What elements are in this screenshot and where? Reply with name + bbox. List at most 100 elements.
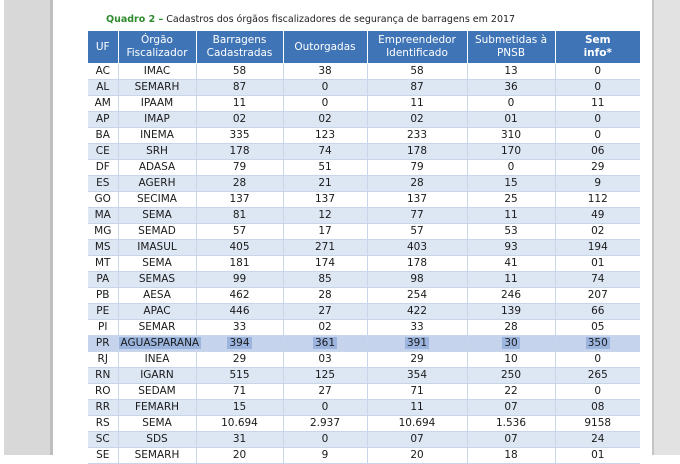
cell-uf: PE [88,303,119,320]
cell-sem-info: 29 [555,159,640,176]
cell-outorgadas: 02 [283,319,368,336]
cell-cadastradas: 87 [196,79,284,96]
cell-uf: AL [88,79,119,96]
header-uf: UF [88,31,119,64]
cell-cadastradas: 462 [196,287,284,304]
cell-orgao: SEMAR [118,319,197,336]
table-row: RN IGARN 515 125 354 250 265 [88,367,640,384]
table-row: MG SEMAD 57 17 57 53 02 [88,223,640,240]
cell-uf: PR [88,335,119,352]
cell-sem-info: 0 [555,127,640,144]
cell-outorgadas: 123 [283,127,368,144]
cell-outorgadas: 0 [283,399,368,416]
cell-orgao: SEMA [118,415,197,432]
cell-outorgadas: 0 [283,79,368,96]
cell-empreendedor: 07 [367,431,468,448]
cell-pnsb: 10 [467,351,556,368]
cell-sem-info: 05 [555,319,640,336]
cell-uf: RN [88,367,119,384]
cell-uf: PB [88,287,119,304]
table-row: AL SEMARH 87 0 87 36 0 [88,79,640,96]
cell-pnsb: 18 [467,447,556,464]
table-header-row: UF Órgão Fiscalizador Barragens Cadastradas O… [88,31,640,64]
cell-orgao: SEMA [118,255,197,272]
cell-sem-info: 350 [555,335,640,352]
cell-sem-info: 0 [555,63,640,80]
table-row: AM IPAAM 11 0 11 0 11 [88,95,640,112]
cell-cadastradas: 29 [196,351,284,368]
cell-uf: SC [88,431,119,448]
table-body: AC IMAC 58 38 58 13 0 AL SEMARH 87 0 87 36 0 AM IPAAM 11… [88,63,640,464]
cell-sem-info: 08 [555,399,640,416]
cell-sem-info: 01 [555,447,640,464]
cell-sem-info: 0 [555,79,640,96]
cell-uf: CE [88,143,119,160]
cell-empreendedor: 57 [367,223,468,240]
cell-orgao: SEMAD [118,223,197,240]
cell-pnsb: 36 [467,79,556,96]
cell-outorgadas: 21 [283,175,368,192]
header-sem-info: Sem info* [555,31,640,64]
cell-uf: ES [88,175,119,192]
cell-sem-info: 0 [555,351,640,368]
table-row: PI SEMAR 33 02 33 28 05 [88,319,640,336]
cell-empreendedor: 403 [367,239,468,256]
caption-label: Quadro 2 – [106,14,164,25]
cell-uf: AP [88,111,119,128]
cell-orgao: SRH [118,143,197,160]
cell-outorgadas: 361 [283,335,368,352]
cell-cadastradas: 79 [196,159,284,176]
cell-outorgadas: 9 [283,447,368,464]
table-row: SC SDS 31 0 07 07 24 [88,431,640,448]
cell-pnsb: 250 [467,367,556,384]
cell-orgao: IMAC [118,63,197,80]
cell-cadastradas: 31 [196,431,284,448]
cell-empreendedor: 233 [367,127,468,144]
cell-pnsb: 0 [467,159,556,176]
cell-uf: DF [88,159,119,176]
cell-sem-info: 74 [555,271,640,288]
cell-orgao: SEMARH [118,447,197,464]
cell-cadastradas: 335 [196,127,284,144]
cell-pnsb: 246 [467,287,556,304]
table-row: PB AESA 462 28 254 246 207 [88,287,640,304]
cell-pnsb: 07 [467,399,556,416]
cell-outorgadas: 38 [283,63,368,80]
cell-orgao: APAC [118,303,197,320]
cell-outorgadas: 74 [283,143,368,160]
cell-empreendedor: 254 [367,287,468,304]
table-row: ES AGERH 28 21 28 15 9 [88,175,640,192]
cell-sem-info: 112 [555,191,640,208]
table-caption: Quadro 2 – Cadastros dos órgãos fiscaliz… [106,13,586,27]
cell-orgao: IMAP [118,111,197,128]
cell-uf: RR [88,399,119,416]
cell-orgao: ADASA [118,159,197,176]
cell-empreendedor: 11 [367,95,468,112]
header-pnsb: Submetidas à PNSB [467,31,556,64]
cell-cadastradas: 28 [196,175,284,192]
cell-pnsb: 310 [467,127,556,144]
cell-cadastradas: 20 [196,447,284,464]
cell-cadastradas: 81 [196,207,284,224]
caption-text: Cadastros dos órgãos fiscalizadores de s… [166,14,516,25]
cell-sem-info: 02 [555,223,640,240]
cell-empreendedor: 29 [367,351,468,368]
cell-sem-info: 24 [555,431,640,448]
cell-pnsb: 11 [467,271,556,288]
cell-sem-info: 194 [555,239,640,256]
cell-outorgadas: 27 [283,303,368,320]
cell-outorgadas: 02 [283,111,368,128]
header-cadastradas: Barragens Cadastradas [196,31,284,64]
table-row: PA SEMAS 99 85 98 11 74 [88,271,640,288]
cell-cadastradas: 178 [196,143,284,160]
cell-outorgadas: 0 [283,95,368,112]
table-row: SE SEMARH 20 9 20 18 01 [88,447,640,464]
cell-cadastradas: 10.694 [196,415,284,432]
cell-outorgadas: 0 [283,431,368,448]
cell-cadastradas: 394 [196,335,284,352]
table-row: AP IMAP 02 02 02 01 0 [88,111,640,128]
cell-cadastradas: 71 [196,383,284,400]
cell-sem-info: 49 [555,207,640,224]
cell-sem-info: 0 [555,383,640,400]
cell-orgao: IGARN [118,367,197,384]
